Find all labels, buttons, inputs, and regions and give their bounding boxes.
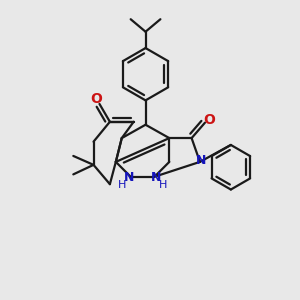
Text: H: H — [159, 180, 168, 190]
Text: O: O — [203, 113, 215, 127]
Text: N: N — [124, 171, 135, 184]
Text: N: N — [196, 154, 206, 167]
Text: N: N — [151, 171, 161, 184]
Text: H: H — [118, 180, 127, 190]
Text: O: O — [90, 92, 102, 106]
